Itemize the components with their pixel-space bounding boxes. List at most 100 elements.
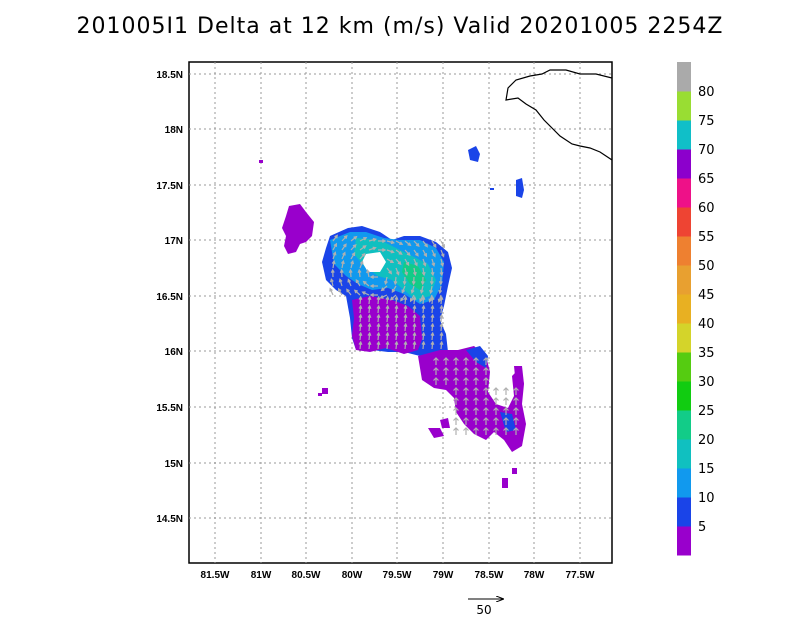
- wind-arrow: [463, 367, 469, 375]
- wind-arrow: [331, 259, 336, 269]
- wind-arrow: [483, 407, 489, 415]
- data-patch: [362, 252, 386, 272]
- wind-arrow: [376, 295, 381, 305]
- wind-arrow: [359, 245, 367, 251]
- wind-arrow: [440, 258, 445, 267]
- colorbar-swatch: [677, 120, 691, 150]
- wind-arrow: [346, 288, 352, 296]
- wind-arrow: [421, 295, 426, 305]
- data-patch: [322, 388, 328, 394]
- wind-arrow: [386, 249, 395, 254]
- wind-arrow: [400, 294, 406, 302]
- wind-arrow: [430, 295, 435, 305]
- lon-label: 80W: [342, 570, 363, 581]
- wind-arrow: [367, 322, 372, 332]
- wind-arrow: [473, 417, 479, 425]
- colorbar-swatch: [677, 149, 691, 179]
- wind-arrow: [358, 340, 363, 350]
- wind-arrow: [395, 240, 404, 245]
- wind-arrow: [362, 280, 370, 287]
- wind-arrow: [438, 276, 443, 286]
- wind-arrow: [430, 331, 435, 341]
- data-patch: [282, 204, 314, 254]
- colorbar-swatch: [677, 323, 691, 353]
- wind-arrow: [428, 294, 433, 303]
- wind-arrow: [463, 377, 469, 385]
- wind-arrow: [439, 295, 444, 305]
- wind-arrow: [439, 331, 444, 341]
- data-patch: [318, 393, 322, 396]
- wind-arrow: [394, 295, 399, 305]
- lat-label: 17.5N: [156, 181, 183, 192]
- colorbar-swatch: [677, 265, 691, 295]
- wind-arrow: [430, 304, 435, 314]
- wind-arrow: [409, 294, 415, 303]
- wind-data-layer: [259, 69, 612, 488]
- wind-arrow: [391, 285, 397, 294]
- wind-arrow: [503, 407, 509, 415]
- lat-label: 15.5N: [156, 403, 183, 414]
- lat-label: 18N: [165, 125, 183, 136]
- wind-arrow: [433, 357, 439, 365]
- wind-arrow: [385, 340, 390, 350]
- colorbar-label: 30: [698, 375, 715, 390]
- wind-arrow: [463, 417, 469, 425]
- wind-arrow: [433, 367, 439, 375]
- wind-arrow: [422, 249, 428, 258]
- longitude-labels: 81.5W 81W 80.5W 80W 79.5W 79W 78.5W 78W …: [201, 570, 595, 581]
- wind-arrow: [384, 276, 388, 286]
- wind-arrow: [419, 294, 424, 303]
- wind-arrow: [429, 276, 434, 286]
- lat-label: 18.5N: [156, 70, 183, 81]
- wind-arrow: [473, 377, 479, 385]
- wind-arrow: [385, 331, 390, 341]
- wind-arrow: [386, 240, 395, 245]
- colorbar-label: 60: [698, 201, 715, 216]
- wind-arrow: [359, 260, 364, 269]
- wind-arrow: [378, 239, 387, 243]
- reference-vector-label: 50: [476, 603, 491, 617]
- wind-arrow: [473, 407, 479, 415]
- wind-arrow: [412, 313, 417, 323]
- lat-label: 14.5N: [156, 514, 183, 525]
- wind-arrow: [403, 331, 408, 341]
- wind-arrow: [341, 235, 348, 242]
- lat-label: 17N: [165, 236, 183, 247]
- wind-arrow: [412, 331, 417, 341]
- wind-arrow: [350, 260, 355, 269]
- wind-arrow: [483, 367, 489, 375]
- wind-arrow: [359, 237, 368, 242]
- lon-label: 80.5W: [292, 570, 321, 581]
- colorbar-swatch: [677, 439, 691, 469]
- data-patch: [402, 262, 426, 290]
- wind-arrow: [403, 313, 408, 323]
- wind-arrow: [403, 304, 408, 314]
- wind-arrow: [493, 397, 499, 405]
- wind-arrow: [483, 397, 489, 405]
- wind-arrow: [463, 407, 469, 415]
- wind-arrow: [420, 276, 425, 286]
- wind-arrow: [412, 295, 417, 305]
- wind-arrow: [419, 285, 424, 295]
- wind-arrow: [453, 407, 459, 415]
- wind-arrow: [350, 235, 358, 242]
- wind-arrow: [412, 322, 417, 332]
- wind-arrow: [493, 387, 499, 395]
- wind-arrow: [369, 293, 378, 297]
- colorbar-label: 20: [698, 433, 715, 448]
- wind-arrow: [350, 243, 357, 251]
- wind-arrow: [376, 331, 381, 341]
- wind-arrow: [443, 367, 449, 375]
- colorbar-label: 50: [698, 259, 715, 274]
- colorbar-label: 75: [698, 114, 715, 129]
- wind-arrow: [483, 377, 489, 385]
- wind-arrow: [503, 417, 509, 425]
- wind-arrow: [430, 313, 435, 323]
- wind-arrow: [412, 267, 417, 277]
- wind-arrow: [422, 240, 428, 248]
- wind-arrow: [412, 340, 417, 350]
- wind-arrow: [339, 268, 344, 278]
- wind-arrow: [403, 295, 408, 305]
- wind-arrow: [421, 313, 426, 323]
- wind-arrow: [341, 251, 346, 260]
